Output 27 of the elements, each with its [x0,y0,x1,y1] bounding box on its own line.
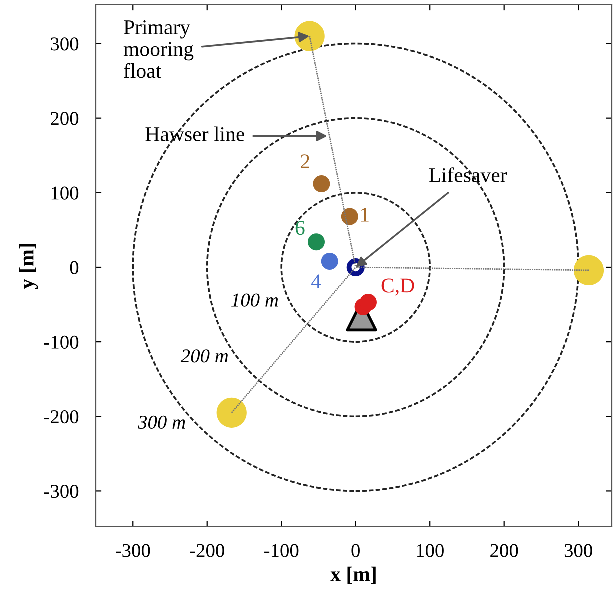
y-axis-title: y [m] [19,244,38,290]
y-tick-label: 0 [70,261,79,274]
x-tick-label: 300 [564,544,592,558]
y-tick-label: -100 [44,336,79,349]
y-tick-label: 300 [51,38,79,51]
y-tick-label: 200 [51,112,79,126]
x-axis-title: x [m] [330,566,376,584]
series-label: 2 [301,154,310,168]
series-label: 4 [312,274,322,288]
annotation: 200 m [180,350,228,363]
annotation: Lifesaver [429,168,508,182]
y-tick-label: -300 [44,485,79,498]
x-tick-label: -200 [190,544,224,558]
annotation: Hawser line [146,126,245,142]
series-label: 1 [361,208,369,222]
series-label: C,D [382,278,414,296]
annotation: 300 m [138,416,186,430]
x-tick-label: 100 [417,544,444,558]
y-tick-label: -200 [44,410,79,424]
annotation: Primary mooring float [124,20,194,78]
annotation: 100 m [232,294,278,307]
x-tick-label: 0 [352,544,360,558]
series-label: 6 [296,221,305,236]
x-tick-label: -300 [116,544,150,558]
y-tick-label: 100 [52,186,79,200]
x-tick-label: 200 [490,544,518,558]
x-tick-label: -100 [264,544,299,558]
